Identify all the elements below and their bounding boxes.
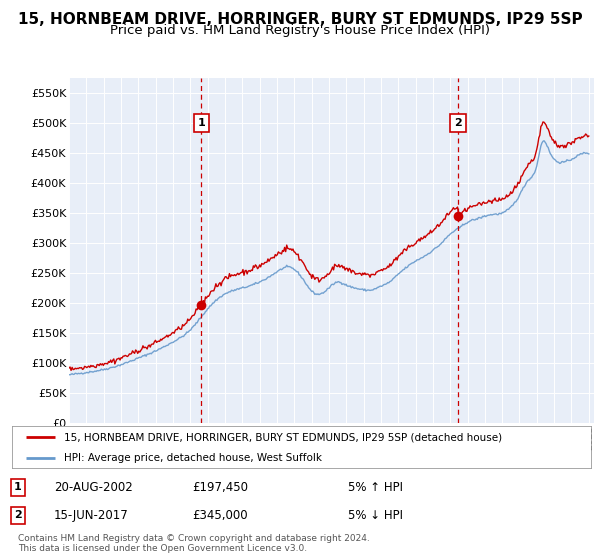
- Text: Contains HM Land Registry data © Crown copyright and database right 2024.
This d: Contains HM Land Registry data © Crown c…: [18, 534, 370, 553]
- Text: 2: 2: [14, 510, 22, 520]
- Text: 15-JUN-2017: 15-JUN-2017: [54, 508, 129, 522]
- Text: 5% ↓ HPI: 5% ↓ HPI: [348, 508, 403, 522]
- Text: 2: 2: [454, 118, 462, 128]
- Text: 1: 1: [197, 118, 205, 128]
- Text: Price paid vs. HM Land Registry's House Price Index (HPI): Price paid vs. HM Land Registry's House …: [110, 24, 490, 36]
- Text: HPI: Average price, detached house, West Suffolk: HPI: Average price, detached house, West…: [64, 454, 322, 463]
- Text: 5% ↑ HPI: 5% ↑ HPI: [348, 480, 403, 494]
- Text: £197,450: £197,450: [192, 480, 248, 494]
- Text: 15, HORNBEAM DRIVE, HORRINGER, BURY ST EDMUNDS, IP29 5SP: 15, HORNBEAM DRIVE, HORRINGER, BURY ST E…: [17, 12, 583, 27]
- Text: £345,000: £345,000: [192, 508, 248, 522]
- Text: 15, HORNBEAM DRIVE, HORRINGER, BURY ST EDMUNDS, IP29 5SP (detached house): 15, HORNBEAM DRIVE, HORRINGER, BURY ST E…: [64, 432, 502, 442]
- Text: 1: 1: [14, 482, 22, 492]
- Text: 20-AUG-2002: 20-AUG-2002: [54, 480, 133, 494]
